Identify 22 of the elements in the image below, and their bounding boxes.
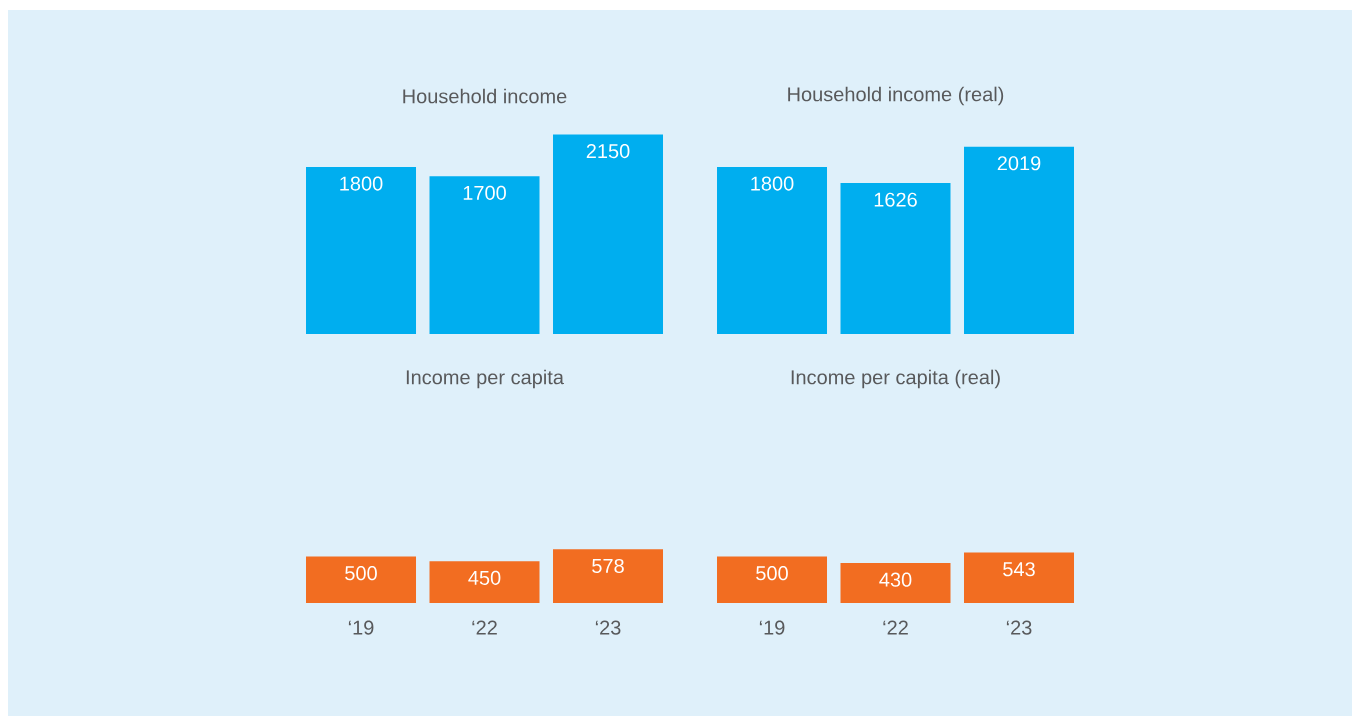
data-label: 450 <box>468 570 501 585</box>
data-label: 543 <box>1003 562 1035 577</box>
data-label: 2019 <box>997 156 1041 171</box>
data-label: 430 <box>879 572 912 587</box>
data-label: 1800 <box>340 176 383 191</box>
data-label: 1700 <box>463 185 506 200</box>
x-tick-label: ‘19 <box>348 620 374 635</box>
chart-title: Income per capita (real) <box>791 369 1000 389</box>
chart-title: Household income (real) <box>788 86 1004 106</box>
data-label: 500 <box>345 566 377 581</box>
data-label: 1800 <box>751 176 794 191</box>
x-tick-label: ‘23 <box>1006 620 1032 635</box>
x-tick-label: ‘22 <box>472 620 497 635</box>
data-label: 578 <box>592 558 624 574</box>
x-tick-label: ‘22 <box>883 620 908 635</box>
x-tick-label: ‘19 <box>759 620 785 635</box>
data-label: 500 <box>756 566 788 581</box>
chart-title: Income per capita <box>406 369 564 389</box>
chart-title: Household income <box>403 88 567 104</box>
data-label: 2150 <box>586 144 630 159</box>
x-tick-label: ‘23 <box>595 620 621 635</box>
data-label: 1626 <box>874 192 917 207</box>
